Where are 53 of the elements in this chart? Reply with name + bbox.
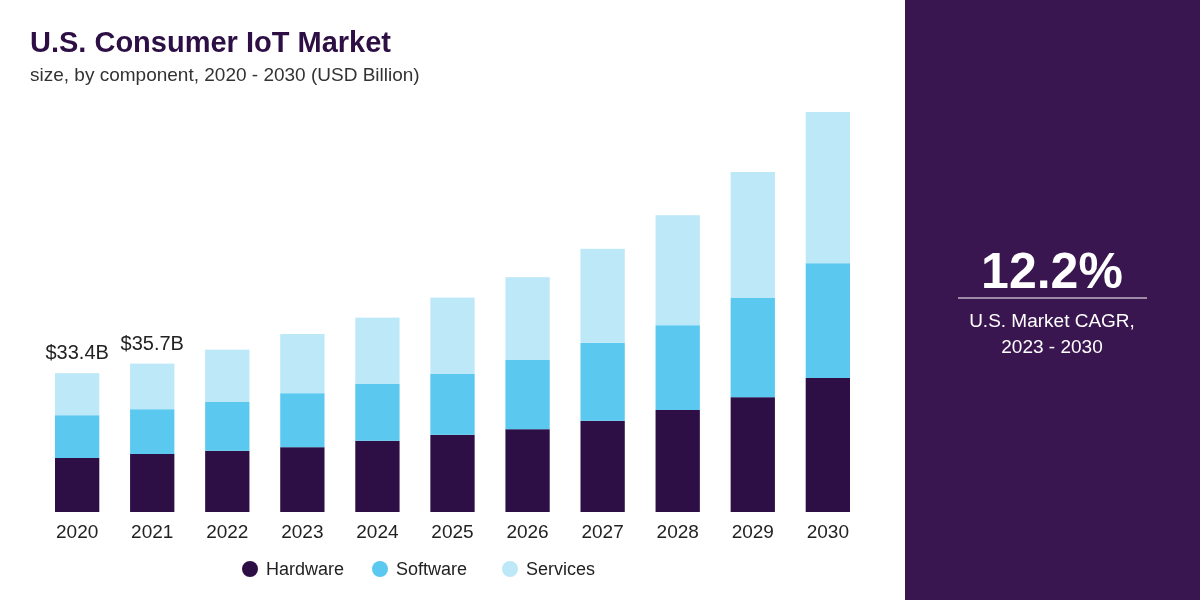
- legend-label: Hardware: [266, 559, 345, 579]
- text: U.S. Market CAGR, 2023 - 2030: [969, 310, 1135, 357]
- bar: [805, 112, 850, 264]
- bar: [55, 373, 100, 416]
- bar: [205, 349, 250, 402]
- annotation: $35.7B: [120, 331, 184, 354]
- bar: [730, 397, 775, 512]
- bar: [430, 373, 475, 435]
- bar: [55, 415, 100, 458]
- x-tick-label: 2028: [656, 521, 699, 542]
- bar: [655, 215, 700, 326]
- x-tick-label: 2020: [56, 521, 99, 542]
- chart-subtitle: size, by component, 2020 - 2030 (USD Billion): [30, 64, 420, 85]
- bar: [280, 447, 325, 512]
- x-tick-label: 2025: [431, 521, 474, 542]
- legend-label: Software: [396, 559, 468, 579]
- bar: [355, 383, 400, 441]
- bar: [730, 298, 775, 398]
- x-tick-label: 2026: [506, 521, 549, 542]
- x-tick-label: 2029: [731, 521, 774, 542]
- bar: [430, 297, 475, 374]
- bar: [280, 393, 325, 448]
- x-tick-label: 2030: [806, 521, 849, 542]
- bar: [280, 334, 325, 394]
- bar: [55, 458, 100, 512]
- bar: [505, 360, 550, 430]
- bar: [130, 409, 175, 454]
- bar: [205, 401, 250, 451]
- x-tick-label: 2027: [581, 521, 624, 542]
- annotation: $33.4B: [45, 341, 109, 364]
- bar: [355, 317, 400, 384]
- x-tick-label: 2023: [281, 521, 324, 542]
- bar: [805, 263, 850, 378]
- bar: [130, 363, 175, 410]
- bar: [430, 434, 475, 512]
- text: 12.2%: [981, 243, 1123, 299]
- bar: [355, 440, 400, 512]
- chart-title: U.S. Consumer IoT Market: [30, 26, 392, 58]
- bar: [130, 454, 175, 512]
- bar: [730, 172, 775, 298]
- bar: [655, 325, 700, 410]
- bar: [505, 277, 550, 360]
- bar: [580, 420, 625, 512]
- x-tick-label: 2021: [131, 521, 174, 542]
- x-tick-label: 2022: [206, 521, 249, 542]
- bar: [580, 342, 625, 421]
- bar: [505, 429, 550, 512]
- bar: [805, 378, 850, 512]
- legend-label: Services: [526, 559, 596, 579]
- bar: [655, 410, 700, 512]
- x-tick-label: 2024: [356, 521, 399, 542]
- bar: [580, 248, 625, 343]
- bar: [205, 450, 250, 512]
